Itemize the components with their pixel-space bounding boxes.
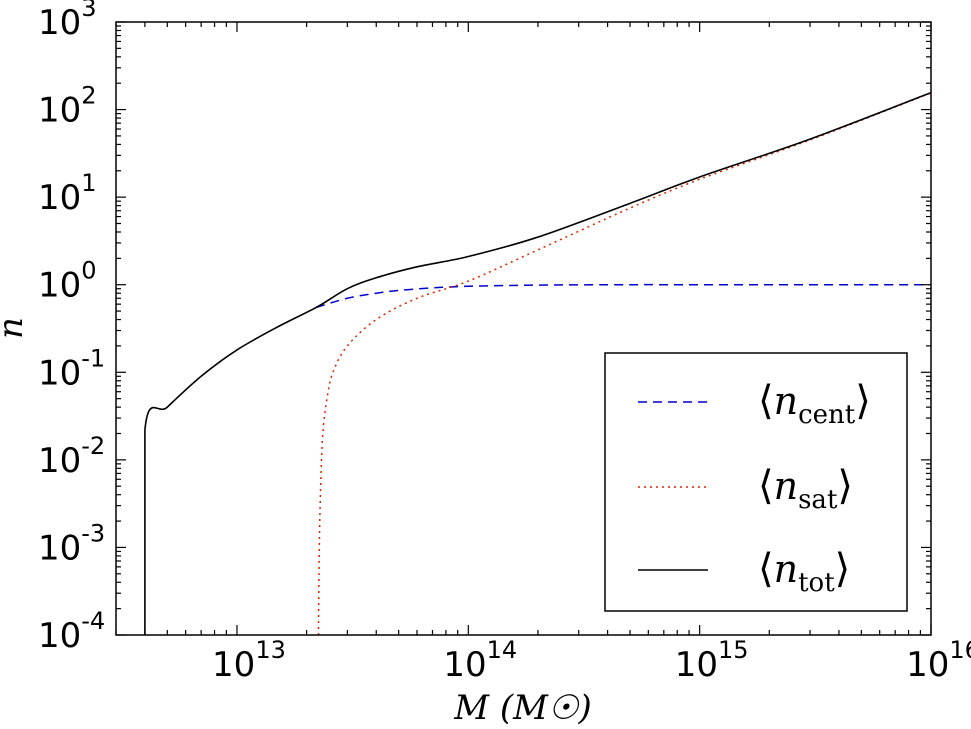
x-tick-base: 10	[906, 645, 949, 685]
series-line-n-sat	[317, 92, 931, 635]
legend-subscript: cent	[798, 400, 856, 430]
x-tick-exponent: 16	[949, 636, 971, 664]
x-tick-exponent: 15	[718, 636, 749, 664]
legend-label-n-tot: ⟨ntot⟩	[758, 546, 850, 598]
y-tick-base: 10	[38, 91, 81, 131]
y-tick-exponent: -3	[81, 519, 105, 547]
legend-subscript: tot	[798, 568, 835, 598]
x-axis-label: M (M☉)	[453, 688, 591, 728]
ticks-layer: 101310141015101610-410-310-210-110010110…	[38, 0, 971, 685]
y-tick-exponent: 1	[81, 169, 96, 197]
y-axis-label: n	[0, 317, 31, 339]
y-tick-exponent: 3	[81, 0, 96, 22]
legend: ⟨ncent⟩⟨nsat⟩⟨ntot⟩	[604, 352, 908, 612]
series-layer	[144, 91, 931, 635]
y-tick-exponent: 2	[81, 82, 96, 110]
legend-right-angle: ⟩	[855, 378, 871, 424]
y-tick-base: 10	[38, 3, 81, 43]
y-tick-base: 10	[38, 178, 81, 218]
y-tick-base: 10	[38, 616, 81, 656]
y-tick-label: 10-2	[38, 432, 105, 481]
y-tick-exponent: 0	[81, 257, 96, 285]
x-tick-label: 1015	[675, 636, 749, 685]
legend-right-angle: ⟩	[837, 463, 853, 509]
legend-main-symbol: n	[774, 379, 798, 423]
y-tick-label: 102	[38, 82, 97, 131]
legend-box	[604, 352, 908, 612]
y-tick-label: 10-4	[38, 607, 105, 656]
y-tick-base: 10	[38, 353, 81, 393]
legend-left-angle: ⟨	[758, 378, 774, 424]
x-tick-label: 1014	[443, 636, 517, 685]
legend-label-n-sat: ⟨nsat⟩	[758, 463, 853, 515]
x-tick-label: 1013	[212, 636, 286, 685]
legend-left-angle: ⟨	[758, 546, 774, 592]
y-tick-base: 10	[38, 266, 81, 306]
x-tick-label: 1016	[906, 636, 971, 685]
x-tick-base: 10	[675, 645, 718, 685]
y-tick-exponent: -2	[81, 432, 105, 460]
y-tick-base: 10	[38, 441, 81, 481]
legend-left-angle: ⟨	[758, 463, 774, 509]
x-tick-exponent: 13	[255, 636, 286, 664]
y-tick-base: 10	[38, 528, 81, 568]
series-line-n-cent	[315, 283, 931, 309]
y-tick-label: 103	[38, 0, 97, 43]
y-tick-exponent: -4	[81, 607, 105, 635]
plot-frame	[115, 21, 932, 636]
legend-main-symbol: n	[774, 547, 798, 591]
x-tick-base: 10	[212, 645, 255, 685]
y-tick-label: 100	[38, 257, 97, 306]
series-line-n-tot	[144, 91, 931, 635]
x-tick-base: 10	[443, 645, 486, 685]
legend-main-symbol: n	[774, 464, 798, 508]
y-tick-label: 10-1	[38, 344, 105, 393]
y-tick-label: 10-3	[38, 519, 105, 568]
legend-right-angle: ⟩	[835, 546, 851, 592]
x-tick-exponent: 14	[487, 636, 518, 664]
y-tick-label: 101	[38, 169, 97, 218]
y-tick-exponent: -1	[81, 344, 105, 372]
legend-label-n-cent: ⟨ncent⟩	[758, 378, 871, 430]
legend-subscript: sat	[798, 485, 838, 515]
